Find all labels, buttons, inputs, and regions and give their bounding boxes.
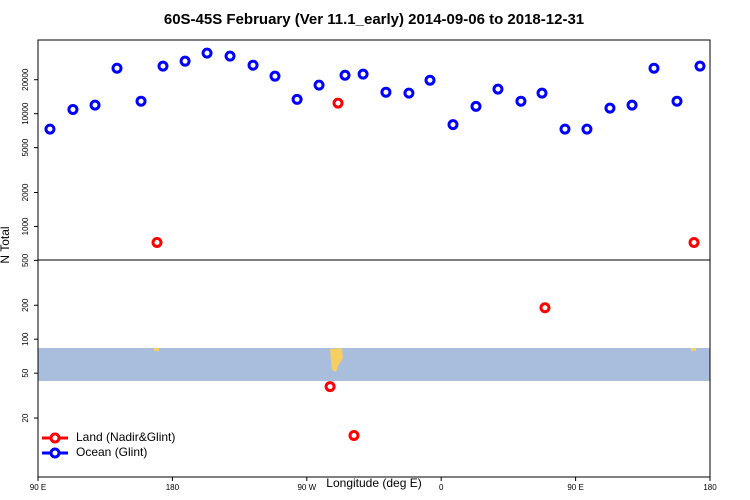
x-tick-label: 180 [703,483,717,492]
x-tick-label: 90 E [567,483,583,492]
data-point [403,87,415,99]
data-point [67,103,79,115]
data-point [201,47,213,59]
data-point [539,302,551,314]
x-tick-label: 0 [439,483,444,492]
data-point [357,68,369,80]
y-tick-label: 1000 [21,217,30,235]
data-point [157,60,169,72]
legend-label: Ocean (Glint) [76,445,147,459]
data-point [559,123,571,135]
data-point [694,60,706,72]
y-tick-label: 200 [21,298,30,312]
data-point [179,55,191,67]
data-point [380,86,392,98]
data-point [604,102,616,114]
data-point [339,69,351,81]
data-point [348,430,360,442]
y-tick-label: 50 [21,368,30,377]
data-point [332,97,344,109]
latitude-band [38,348,710,381]
x-tick-label: 90 W [297,483,316,492]
legend-swatch-marker [49,447,61,459]
data-point [671,95,683,107]
data-point [648,62,660,74]
data-point [626,99,638,111]
y-tick-label: 5000 [21,138,30,156]
x-tick-label: 180 [166,483,180,492]
data-point [470,100,482,112]
data-point [688,237,700,249]
y-tick-label: 20 [21,413,30,422]
data-point [224,50,236,62]
data-point [269,70,281,82]
data-point [89,99,101,111]
data-point [581,123,593,135]
chart-title: 60S-45S February (Ver 11.1_early) 2014-0… [164,11,584,28]
land-patch [691,348,696,351]
y-axis-label: N Total [0,226,12,263]
data-point [291,93,303,105]
land-patch [154,348,159,351]
plot-frame [37,39,711,478]
legend-label: Land (Nadir&Glint) [76,430,175,444]
data-point [447,119,459,131]
data-point [492,83,504,95]
data-point [135,95,147,107]
data-point [424,74,436,86]
x-tick-label: 90 E [30,483,46,492]
data-point [324,381,336,393]
y-tick-label: 10000 [21,102,30,125]
data-point [313,79,325,91]
y-tick-label: 20000 [21,68,30,91]
data-point [111,62,123,74]
x-axis-label: Longitude (deg E) [326,476,421,490]
data-point [151,237,163,249]
data-point [44,123,56,135]
y-tick-label: 100 [21,332,30,346]
land-patch [330,348,343,372]
y-tick-label: 500 [21,253,30,267]
legend-swatch-marker [49,432,61,444]
data-point [247,59,259,71]
y-tick-label: 2000 [21,183,30,201]
data-point [536,87,548,99]
data-point [515,95,527,107]
